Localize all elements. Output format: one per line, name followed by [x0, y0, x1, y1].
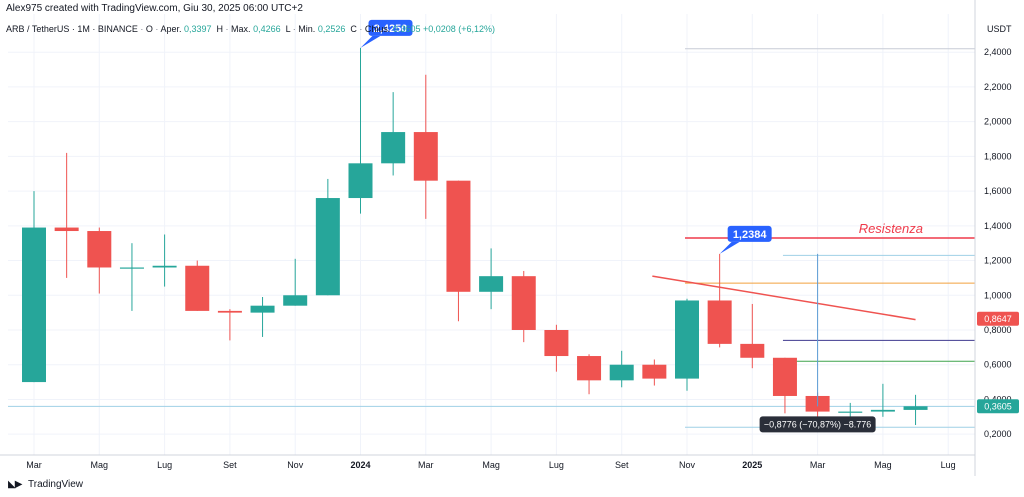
price-tick-label: 1,0000 [984, 290, 1012, 300]
high-value: 0,4266 [253, 24, 281, 34]
candle-body[interactable] [903, 406, 928, 410]
drawing-lines[interactable]: Resistenza [8, 48, 975, 428]
candle-body[interactable] [283, 295, 308, 306]
open-text: Aper. [160, 24, 182, 34]
candle-body[interactable] [838, 411, 863, 413]
time-tick-label: Set [223, 460, 237, 470]
candle-body[interactable] [54, 227, 79, 232]
chart-watermark: Alex975 created with TradingView.com, Gi… [6, 3, 303, 14]
high-label: H [216, 24, 224, 34]
candle-body[interactable] [772, 357, 797, 396]
price-tick-label: 2,4000 [984, 47, 1012, 57]
candle-body[interactable] [217, 310, 242, 313]
chart-grid [8, 14, 975, 455]
candle-body[interactable] [315, 198, 340, 296]
close-value: 0,3605 [392, 24, 421, 34]
currency-label: USDT [987, 24, 1012, 34]
price-tick-label: 2,2000 [984, 82, 1012, 92]
candle-body[interactable] [577, 356, 602, 381]
candle-body[interactable] [152, 265, 177, 268]
candle-body[interactable] [185, 265, 210, 311]
candle-body[interactable] [609, 364, 634, 381]
candle-body[interactable] [446, 180, 471, 292]
candle-body[interactable] [675, 300, 699, 379]
price-tick-label: 1,8000 [984, 151, 1012, 161]
symbol-legend: ARB / TetherUS · 1M · BINANCE · O · Aper… [6, 24, 496, 34]
high-text: Max. [231, 24, 251, 34]
candle-body[interactable] [22, 227, 46, 383]
change-value: +0,0208 (+6,12%) [422, 24, 496, 34]
price-tick-label: 1,2000 [984, 256, 1012, 266]
measure-badge [759, 416, 876, 433]
time-tick-label: Mar [418, 460, 434, 470]
candle-body[interactable] [119, 267, 144, 269]
price-tick-label: 0,2000 [984, 429, 1012, 439]
time-tick-label: 2024 [350, 460, 370, 470]
price-tick-label: 0,6000 [984, 360, 1012, 370]
candle-body[interactable] [870, 409, 895, 412]
candle-body[interactable] [511, 276, 536, 330]
price-marker-label: 0,8647 [984, 314, 1012, 324]
candle-body[interactable] [381, 132, 406, 164]
time-tick-label: Mar [810, 460, 826, 470]
close-text: Chius. [364, 24, 391, 34]
time-tick-label: 2025 [742, 460, 762, 470]
candle-body[interactable] [87, 231, 112, 268]
candle-body[interactable] [544, 329, 569, 357]
candle-body[interactable] [348, 163, 373, 199]
time-axis[interactable]: Mar Mag Lug Set Nov 2024 Mar Mag Lug Set Nov 2025 Ma… [0, 454, 975, 470]
price-axis[interactable]: 0,20000,40000,60000,80001,00001,20001,40… [974, 0, 1019, 476]
time-tick-label: Lug [941, 460, 956, 470]
price-callout [727, 225, 772, 242]
callout-label: 1,2384 [733, 229, 768, 241]
time-tick-label: Mar [26, 460, 42, 470]
price-marker [977, 399, 1019, 414]
symbol-name[interactable]: ARB / TetherUS · 1M · BINANCE [6, 24, 138, 34]
price-tick-label: 2,0000 [984, 117, 1012, 127]
resistance-label: Resistenza [859, 221, 923, 236]
price-tick-label: 0,8000 [984, 325, 1012, 335]
time-tick-label: Set [615, 460, 629, 470]
callout-label: 2,4250 [374, 23, 408, 35]
tradingview-logo-icon: ◣▶ [8, 479, 22, 490]
time-tick-label: Lug [157, 460, 172, 470]
brand-name: TradingView [28, 479, 84, 490]
chart-overlays: −0,8776 (−70,87%) −8.776 2,4250 1,2384 [360, 19, 876, 433]
tradingview-footer[interactable]: ◣▶ TradingView [8, 479, 83, 490]
price-callout [368, 19, 413, 36]
price-tick-label: 1,6000 [984, 186, 1012, 196]
candle-body[interactable] [707, 300, 732, 344]
low-label: L [285, 24, 291, 34]
callout-pointer [719, 241, 740, 254]
price-marker [977, 311, 1019, 326]
trend-line[interactable] [652, 275, 916, 321]
candle-body[interactable] [479, 276, 504, 292]
price-marker-label: 0,3605 [984, 401, 1012, 411]
low-value: 0,2526 [317, 24, 346, 34]
measure-label: −0,8776 (−70,87%) −8.776 [764, 419, 871, 429]
time-tick-label: Nov [679, 460, 696, 470]
low-text: Min. [298, 24, 316, 34]
open-value: 0,3397 [183, 24, 212, 34]
time-tick-label: Lug [549, 460, 564, 470]
time-tick-label: Mag [91, 460, 109, 470]
candle-body[interactable] [642, 364, 667, 379]
candle-body[interactable] [740, 343, 765, 358]
time-tick-label: Mag [482, 460, 500, 470]
time-tick-label: Nov [287, 460, 304, 470]
candle-body[interactable] [250, 305, 275, 313]
candles[interactable] [22, 47, 928, 426]
callout-pointer [360, 35, 381, 48]
candle-body[interactable] [413, 132, 438, 181]
price-tick-label: 1,4000 [984, 221, 1012, 231]
open-label: O [145, 24, 153, 34]
time-tick-label: Mag [874, 460, 892, 470]
close-label: C [350, 24, 357, 34]
